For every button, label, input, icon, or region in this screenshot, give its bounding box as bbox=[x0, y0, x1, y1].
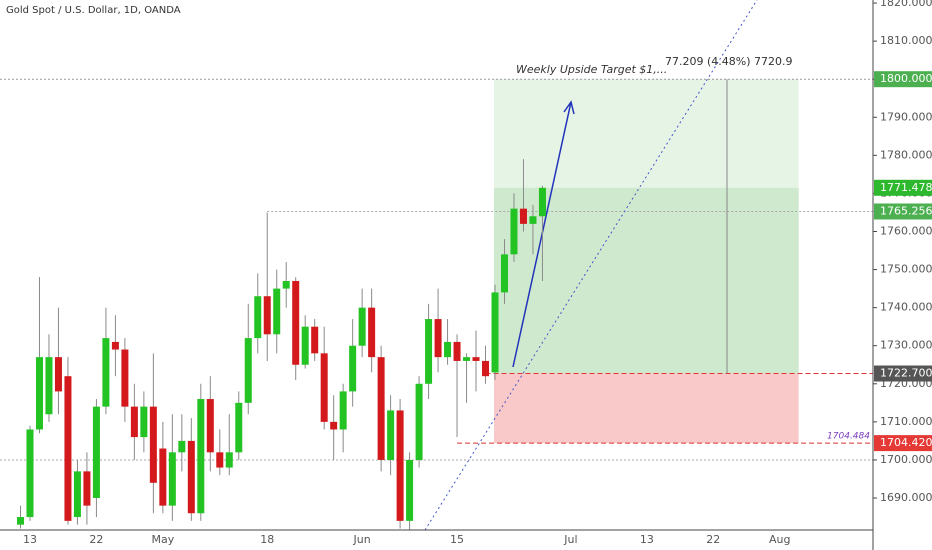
candle-body bbox=[121, 349, 129, 407]
candle-body bbox=[396, 410, 404, 521]
candle-body bbox=[500, 254, 508, 293]
candle-body bbox=[83, 471, 91, 506]
candle-body bbox=[301, 326, 309, 365]
target-annotation: Weekly Upside Target $1,... bbox=[516, 63, 667, 76]
candle-body bbox=[282, 280, 290, 289]
candle-body bbox=[377, 357, 385, 460]
price-label-box bbox=[874, 203, 932, 220]
candle-body bbox=[406, 459, 414, 521]
price-label-box bbox=[874, 435, 932, 452]
candle-body bbox=[54, 357, 62, 392]
candle-body bbox=[349, 345, 357, 392]
candle-body bbox=[482, 360, 490, 377]
stop-annotation: 1704.484 bbox=[827, 431, 870, 441]
candle-body bbox=[292, 280, 300, 365]
price-axis bbox=[873, 0, 932, 550]
x-tick-label: May bbox=[151, 533, 174, 546]
candle-body bbox=[130, 406, 138, 438]
price-label: 1771.478 bbox=[880, 181, 932, 194]
time-axis bbox=[0, 530, 873, 550]
price-label: 1704.420 bbox=[880, 436, 932, 449]
candle-body bbox=[26, 429, 34, 518]
candle-body bbox=[225, 452, 233, 468]
candle-body bbox=[111, 341, 119, 350]
candle-body bbox=[206, 399, 214, 453]
candle-body bbox=[235, 402, 243, 453]
candle-body bbox=[425, 319, 433, 384]
price-label: 1722.700 bbox=[880, 367, 932, 380]
candle-body bbox=[159, 448, 167, 506]
candle-body bbox=[311, 326, 319, 354]
y-tick-label: 1810.000 bbox=[880, 34, 932, 47]
candle-body bbox=[538, 187, 546, 217]
candle-body bbox=[387, 410, 395, 460]
y-tick-label: 1730.000 bbox=[880, 339, 932, 352]
candle-body bbox=[64, 376, 72, 521]
y-tick-label: 1820.000 bbox=[880, 0, 932, 9]
x-tick-label: 13 bbox=[640, 533, 654, 546]
candle-body bbox=[519, 208, 527, 224]
price-label: 1800.000 bbox=[880, 72, 932, 85]
x-tick-label: Jul bbox=[563, 533, 577, 546]
candle-body bbox=[415, 383, 423, 460]
x-tick-label: 13 bbox=[23, 533, 37, 546]
candle-body bbox=[491, 292, 499, 373]
x-tick-label: 18 bbox=[260, 533, 274, 546]
candle-body bbox=[358, 307, 366, 346]
candle-body bbox=[102, 338, 110, 407]
x-tick-label: 22 bbox=[89, 533, 103, 546]
x-tick-label: 22 bbox=[706, 533, 720, 546]
y-tick-label: 1740.000 bbox=[880, 301, 932, 314]
y-tick-label: 1700.000 bbox=[880, 453, 932, 466]
candle-body bbox=[434, 319, 442, 358]
arrow-head bbox=[563, 100, 575, 115]
price-label-box bbox=[874, 71, 932, 88]
chart-title: Gold Spot / U.S. Dollar, 1D, OANDA bbox=[6, 5, 181, 16]
candle-body bbox=[244, 338, 252, 403]
x-tick-label: Aug bbox=[769, 533, 790, 546]
stop-zone bbox=[494, 373, 799, 444]
y-tick-label: 1790.000 bbox=[880, 110, 932, 123]
candle-body bbox=[216, 452, 224, 468]
y-tick-label: 1760.000 bbox=[880, 224, 932, 237]
candle-body bbox=[45, 357, 53, 415]
candle-body bbox=[197, 399, 205, 514]
candle-body bbox=[149, 406, 157, 483]
candle-body bbox=[273, 288, 281, 335]
candle-body bbox=[263, 296, 271, 335]
candle-body bbox=[339, 391, 347, 430]
candle-body bbox=[140, 406, 148, 438]
y-tick-label: 1780.000 bbox=[880, 148, 932, 161]
price-label-box bbox=[874, 365, 932, 382]
candle-body bbox=[453, 341, 461, 361]
candle-body bbox=[463, 357, 471, 361]
candle-body bbox=[168, 452, 176, 506]
candle-body bbox=[444, 341, 452, 358]
price-label-box bbox=[874, 179, 932, 196]
trend-line bbox=[424, 0, 758, 531]
y-tick-label: 1750.000 bbox=[880, 263, 932, 276]
candle-body bbox=[330, 421, 338, 430]
candle-body bbox=[178, 440, 186, 453]
candle-body bbox=[529, 216, 537, 224]
y-tick-label: 1710.000 bbox=[880, 415, 932, 428]
candle-body bbox=[320, 353, 328, 422]
candle-body bbox=[17, 517, 24, 525]
candle-body bbox=[472, 357, 480, 361]
candle-body bbox=[368, 307, 376, 358]
stats-annotation: 77.209 (4.48%) 7720.9 bbox=[665, 55, 793, 68]
y-tick-label: 1690.000 bbox=[880, 491, 932, 504]
candle-body bbox=[92, 406, 100, 499]
price-label: 1765.256 bbox=[880, 204, 932, 217]
x-tick-label: 15 bbox=[450, 533, 464, 546]
candle-body bbox=[73, 471, 81, 518]
x-tick-label: Jun bbox=[353, 533, 371, 546]
candle-body bbox=[35, 357, 43, 430]
candle-body bbox=[510, 208, 518, 255]
candle-body bbox=[187, 440, 195, 514]
candle-body bbox=[254, 296, 262, 339]
